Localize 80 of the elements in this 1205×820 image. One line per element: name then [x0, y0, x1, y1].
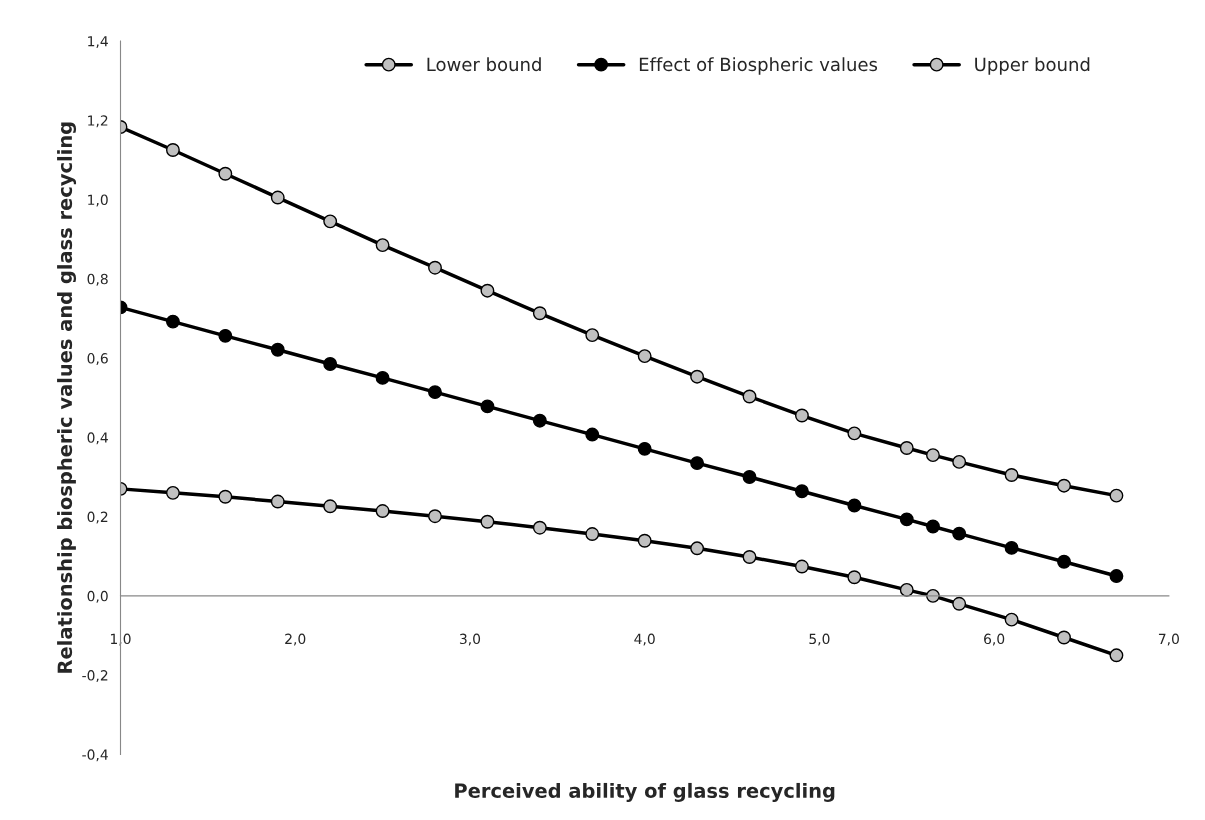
point — [1109, 569, 1124, 583]
point — [742, 389, 757, 404]
point — [690, 369, 705, 384]
point — [218, 328, 233, 343]
point — [690, 541, 705, 556]
point — [742, 470, 757, 484]
point — [847, 570, 862, 585]
y-tick-label: -0,4 — [82, 749, 108, 762]
x-axis-title: Perceived ability of glass recycling — [455, 782, 835, 802]
point — [899, 512, 914, 527]
point — [165, 485, 180, 500]
point — [532, 520, 547, 535]
point — [899, 441, 914, 455]
x-tick-label: 4,0 — [634, 633, 655, 646]
x-tick-label: 3,0 — [459, 633, 481, 646]
point — [637, 349, 652, 364]
point — [165, 314, 180, 329]
point — [926, 448, 940, 463]
x-tick-label: 2,0 — [285, 633, 306, 646]
point — [1109, 648, 1124, 663]
point — [585, 328, 600, 343]
point — [480, 283, 495, 298]
point — [375, 238, 390, 253]
point — [270, 494, 285, 509]
x-tick-label: 7,0 — [1158, 633, 1179, 646]
point — [1004, 612, 1019, 627]
point — [847, 498, 862, 513]
point — [1004, 468, 1019, 482]
point — [794, 559, 809, 574]
y-tick-label: 1,4 — [88, 36, 108, 48]
point — [690, 456, 705, 471]
point — [585, 527, 600, 541]
point — [1057, 554, 1071, 569]
point — [428, 260, 442, 275]
point — [952, 454, 967, 469]
point — [637, 533, 652, 548]
point — [323, 214, 338, 229]
y-tick-label: 0,2 — [87, 511, 108, 524]
point — [165, 143, 180, 157]
point — [899, 582, 914, 597]
point — [926, 519, 940, 534]
y-tick-label: 0,4 — [87, 432, 108, 445]
point — [270, 190, 285, 205]
point — [1057, 478, 1071, 493]
point — [1109, 488, 1124, 503]
y-axis-title: Relationship biospheric values and glass recycling — [57, 122, 77, 673]
point — [532, 306, 547, 321]
point — [1057, 630, 1071, 645]
point — [1004, 540, 1019, 555]
point — [794, 408, 809, 423]
y-tick-label: 0,6 — [87, 353, 108, 365]
point — [428, 385, 442, 400]
point — [742, 550, 757, 564]
point — [270, 342, 285, 357]
point — [532, 413, 547, 428]
x-tick-label: 5,0 — [809, 633, 830, 646]
point — [323, 499, 338, 514]
legend-label: Effect of Biospheric values — [639, 57, 878, 75]
point — [375, 370, 390, 385]
point — [585, 427, 600, 442]
point — [218, 166, 233, 181]
legend-label: Lower bound — [427, 57, 541, 72]
point — [847, 426, 862, 441]
point — [375, 504, 390, 518]
point — [218, 489, 233, 504]
point — [952, 526, 967, 541]
x-tick-label: 6,0 — [984, 633, 1005, 646]
point — [952, 596, 967, 611]
legend-label: Upper bound — [975, 57, 1090, 75]
point — [480, 514, 495, 529]
point — [480, 399, 495, 414]
y-tick-label: 1,2 — [88, 115, 108, 128]
y-tick-label: 0,8 — [87, 273, 108, 286]
y-tick-label: 0,0 — [87, 590, 108, 603]
point — [428, 509, 442, 524]
point — [794, 484, 809, 499]
point — [323, 357, 338, 371]
y-tick-label: 1,0 — [88, 194, 108, 207]
point — [637, 441, 652, 456]
y-tick-label: -0,2 — [82, 670, 108, 683]
